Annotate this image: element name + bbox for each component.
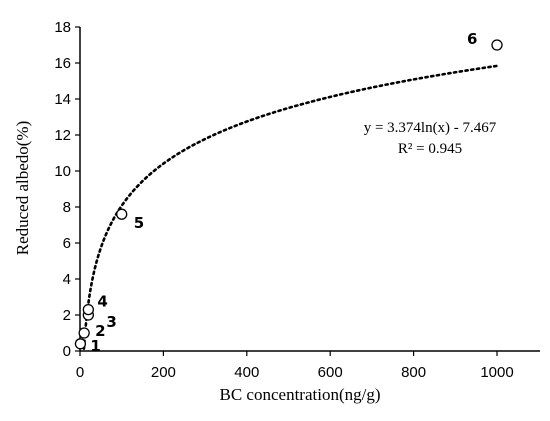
- y-tick-label: 12: [54, 127, 71, 144]
- point-label-1: 1: [90, 337, 100, 355]
- y-tick-label: 8: [63, 199, 71, 216]
- data-point-1: [74, 338, 87, 350]
- x-axis-ticks: 0 200 400 600 800 1000: [76, 351, 514, 381]
- x-tick-label: 600: [318, 364, 343, 381]
- x-tick-label: 1000: [480, 364, 513, 381]
- data-point-4: [82, 303, 94, 316]
- y-tick-label: 10: [54, 163, 71, 180]
- point-labels: 12 3 4 5 6: [90, 30, 477, 355]
- trendline-r-squared: R² = 0.945: [398, 141, 462, 157]
- point-label-5: 5: [134, 214, 144, 232]
- axes-layer: [79, 27, 540, 352]
- data-point-5: [116, 208, 128, 220]
- x-axis-title: BC concentration(ng/g): [220, 385, 381, 404]
- y-tick-label: 16: [54, 55, 71, 72]
- trendline-layer: [82, 64, 499, 350]
- y-axis-title: Reduced albedo(%): [13, 121, 32, 256]
- x-tick-label: 400: [234, 364, 259, 381]
- point-label-2: 2: [95, 322, 105, 340]
- y-tick-label: 18: [54, 19, 71, 36]
- y-axis-ticks: 0 2 4 6 8 10 12 14 16 18: [54, 19, 80, 360]
- y-tick-label: 14: [54, 91, 71, 108]
- x-tick-label: 200: [151, 364, 176, 381]
- y-tick-label: 4: [63, 271, 71, 288]
- y-tick-label: 6: [63, 235, 71, 252]
- x-tick-label: 800: [401, 364, 426, 381]
- data-point-2: [78, 327, 90, 339]
- data-point-6: [491, 39, 503, 51]
- x-tick-label: 0: [76, 364, 84, 381]
- logarithmic-trendline: [82, 64, 499, 350]
- y-tick-label: 0: [63, 343, 71, 360]
- data-points: [74, 39, 503, 350]
- y-tick-label: 2: [63, 307, 71, 324]
- point-label-6: 6: [467, 30, 477, 48]
- trendline-equation: y = 3.374ln(x) - 7.467: [364, 120, 497, 136]
- point-label-4: 4: [97, 293, 107, 311]
- point-label-3: 3: [106, 313, 116, 331]
